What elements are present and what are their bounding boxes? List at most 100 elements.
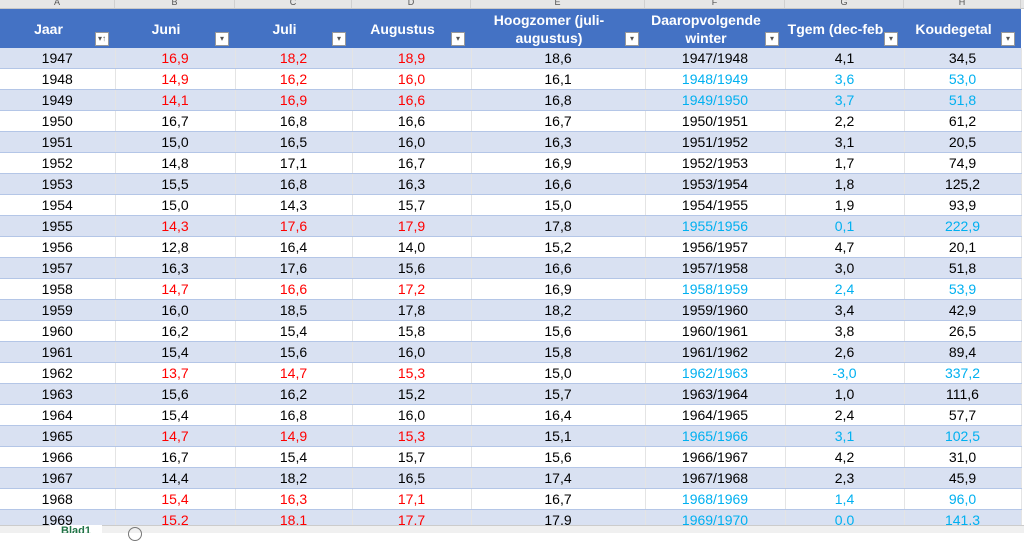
column-letter[interactable]: B xyxy=(115,0,235,8)
table-cell[interactable]: 15,2 xyxy=(352,383,472,405)
table-cell[interactable]: 2,6 xyxy=(785,341,905,363)
table-cell[interactable]: 16,9 xyxy=(471,278,646,300)
column-letter[interactable]: F xyxy=(645,0,785,8)
table-cell[interactable]: 15,7 xyxy=(352,446,472,468)
column-letter[interactable]: D xyxy=(352,0,471,8)
table-cell[interactable]: 14,9 xyxy=(115,68,236,90)
table-cell[interactable]: 1968 xyxy=(0,488,116,510)
table-cell[interactable]: 1957/1958 xyxy=(645,257,786,279)
table-cell[interactable]: 17,8 xyxy=(352,299,472,321)
table-cell[interactable]: 18,2 xyxy=(235,48,353,69)
table-cell[interactable]: 4,7 xyxy=(785,236,905,258)
table-cell[interactable]: 4,1 xyxy=(785,48,905,69)
table-cell[interactable]: 14,8 xyxy=(115,152,236,174)
table-cell[interactable]: 20,5 xyxy=(904,131,1022,153)
table-cell[interactable]: 1958/1959 xyxy=(645,278,786,300)
table-cell[interactable]: 20,1 xyxy=(904,236,1022,258)
table-cell[interactable]: 17,1 xyxy=(235,152,353,174)
table-cell[interactable]: 16,7 xyxy=(471,488,646,510)
table-cell[interactable]: 16,9 xyxy=(115,48,236,69)
table-cell[interactable]: 15,6 xyxy=(352,257,472,279)
table-cell[interactable]: 16,8 xyxy=(235,173,353,195)
table-cell[interactable]: 53,0 xyxy=(904,68,1022,90)
table-cell[interactable]: 1947/1948 xyxy=(645,48,786,69)
table-cell[interactable]: 89,4 xyxy=(904,341,1022,363)
table-cell[interactable]: 16,6 xyxy=(471,173,646,195)
table-cell[interactable]: 1964/1965 xyxy=(645,404,786,426)
filter-dropdown-icon[interactable]: ▾ xyxy=(215,32,229,46)
table-cell[interactable]: 1955 xyxy=(0,215,116,237)
table-cell[interactable]: 1965 xyxy=(0,425,116,447)
table-cell[interactable]: 15,4 xyxy=(235,446,353,468)
table-cell[interactable]: 16,5 xyxy=(352,467,472,489)
table-cell[interactable]: 51,8 xyxy=(904,89,1022,111)
table-cell[interactable]: 1955/1956 xyxy=(645,215,786,237)
table-cell[interactable]: 34,5 xyxy=(904,48,1022,69)
column-letter[interactable]: E xyxy=(471,0,645,8)
filter-dropdown-icon[interactable]: ▾ xyxy=(765,32,779,46)
table-cell[interactable]: 222,9 xyxy=(904,215,1022,237)
table-cell[interactable]: 18,9 xyxy=(352,48,472,69)
column-letter[interactable]: C xyxy=(235,0,352,8)
table-cell[interactable]: 16,0 xyxy=(352,68,472,90)
table-cell[interactable]: 17,9 xyxy=(352,215,472,237)
table-cell[interactable]: 16,6 xyxy=(352,110,472,132)
table-cell[interactable]: 16,8 xyxy=(235,404,353,426)
table-cell[interactable]: 15,0 xyxy=(115,194,236,216)
table-cell[interactable]: 3,0 xyxy=(785,257,905,279)
table-cell[interactable]: 61,2 xyxy=(904,110,1022,132)
table-cell[interactable]: 16,0 xyxy=(352,131,472,153)
table-cell[interactable]: 1959 xyxy=(0,299,116,321)
table-cell[interactable]: 1966 xyxy=(0,446,116,468)
table-cell[interactable]: -3,0 xyxy=(785,362,905,384)
table-cell[interactable]: 1962 xyxy=(0,362,116,384)
table-cell[interactable]: 17,8 xyxy=(471,215,646,237)
table-cell[interactable]: 1951 xyxy=(0,131,116,153)
table-cell[interactable]: 1950/1951 xyxy=(645,110,786,132)
table-cell[interactable]: 16,0 xyxy=(352,341,472,363)
table-cell[interactable]: 1,0 xyxy=(785,383,905,405)
table-cell[interactable]: 1,7 xyxy=(785,152,905,174)
table-cell[interactable]: 16,4 xyxy=(235,236,353,258)
table-cell[interactable]: 18,2 xyxy=(235,467,353,489)
table-cell[interactable]: 14,7 xyxy=(235,362,353,384)
table-cell[interactable]: 15,8 xyxy=(471,341,646,363)
table-cell[interactable]: 15,7 xyxy=(352,194,472,216)
table-cell[interactable]: 26,5 xyxy=(904,320,1022,342)
table-cell[interactable]: 1960/1961 xyxy=(645,320,786,342)
table-cell[interactable]: 1967/1968 xyxy=(645,467,786,489)
table-cell[interactable]: 1963 xyxy=(0,383,116,405)
table-cell[interactable]: 3,4 xyxy=(785,299,905,321)
table-cell[interactable]: 18,2 xyxy=(471,299,646,321)
table-cell[interactable]: 2,4 xyxy=(785,404,905,426)
table-cell[interactable]: 96,0 xyxy=(904,488,1022,510)
table-cell[interactable]: 3,1 xyxy=(785,131,905,153)
table-cell[interactable]: 15,4 xyxy=(235,320,353,342)
table-cell[interactable]: 1949 xyxy=(0,89,116,111)
table-cell[interactable]: 1966/1967 xyxy=(645,446,786,468)
filter-dropdown-icon[interactable]: ▾ xyxy=(625,32,639,46)
table-cell[interactable]: 16,5 xyxy=(235,131,353,153)
table-cell[interactable]: 93,9 xyxy=(904,194,1022,216)
table-cell[interactable]: 15,3 xyxy=(352,362,472,384)
table-cell[interactable]: 16,9 xyxy=(471,152,646,174)
table-cell[interactable]: 13,7 xyxy=(115,362,236,384)
table-cell[interactable]: 1947 xyxy=(0,48,116,69)
table-cell[interactable]: 1954 xyxy=(0,194,116,216)
table-cell[interactable]: 15,6 xyxy=(115,383,236,405)
table-cell[interactable]: 2,2 xyxy=(785,110,905,132)
table-cell[interactable]: 15,4 xyxy=(115,341,236,363)
table-cell[interactable]: 1949/1950 xyxy=(645,89,786,111)
add-sheet-icon[interactable] xyxy=(128,527,142,541)
table-cell[interactable]: 16,7 xyxy=(352,152,472,174)
table-cell[interactable]: 1960 xyxy=(0,320,116,342)
table-cell[interactable]: 15,8 xyxy=(352,320,472,342)
table-cell[interactable]: 17,4 xyxy=(471,467,646,489)
table-cell[interactable]: 42,9 xyxy=(904,299,1022,321)
table-cell[interactable]: 51,8 xyxy=(904,257,1022,279)
table-cell[interactable]: 14,9 xyxy=(235,425,353,447)
table-cell[interactable]: 14,3 xyxy=(115,215,236,237)
table-cell[interactable]: 1961/1962 xyxy=(645,341,786,363)
table-cell[interactable]: 16,3 xyxy=(471,131,646,153)
table-cell[interactable]: 14,1 xyxy=(115,89,236,111)
